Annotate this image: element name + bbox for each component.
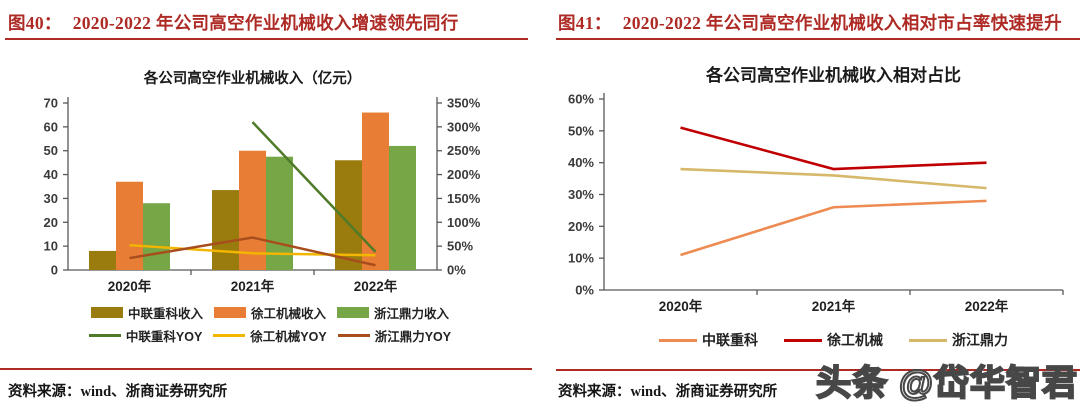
figure-40-caption: 图40： 2020-2022 年公司高空作业机械收入增速领先同行 xyxy=(8,10,459,35)
svg-text:0%: 0% xyxy=(447,263,466,278)
svg-text:70: 70 xyxy=(44,96,58,111)
dingli-revenue-swatch xyxy=(337,307,369,318)
zoomlion-line-swatch xyxy=(659,338,697,342)
chart-41-title: 各公司高空作业机械收入相对占比 xyxy=(706,66,961,85)
legend-item-zoomlion-revenue: 中联重科收入 xyxy=(90,303,203,322)
figure-40-caption-underline xyxy=(5,38,528,40)
svg-text:20%: 20% xyxy=(568,219,594,234)
line-中联重科 xyxy=(680,199,987,257)
zoomlion-revenue-swatch xyxy=(90,307,123,318)
line-徐工机械YOY xyxy=(129,243,376,257)
chart-40-title: 各公司高空作业机械收入（亿元） xyxy=(143,71,362,87)
figure-40-source: 资料来源：wind、浙商证券研究所 xyxy=(8,384,228,400)
svg-text:40%: 40% xyxy=(568,155,594,170)
svg-text:2022年: 2022年 xyxy=(354,278,398,294)
figure-41-source: 资料来源：wind、浙商证券研究所 xyxy=(558,384,778,400)
chart-40-legend-line-row: 中联重科YOY 徐工机械YOY 浙江鼎力YOY xyxy=(88,326,452,345)
svg-text:50: 50 xyxy=(44,143,58,158)
dingli-line-swatch xyxy=(909,338,947,342)
svg-text:0%: 0% xyxy=(575,283,594,298)
figure-41-panel: 图41： 2020-2022 年公司高空作业机械收入相对市占率快速提升 各公司高空… xyxy=(540,0,1080,410)
dingli-yoy-swatch xyxy=(337,334,370,337)
legend-item-dingli-yoy: 浙江鼎力YOY xyxy=(337,326,452,345)
svg-text:2022年: 2022年 xyxy=(965,298,1009,314)
bar-浙江鼎力收入-2020年 xyxy=(143,203,170,270)
bar-徐工机械收入-2022年 xyxy=(362,112,389,271)
svg-text:40: 40 xyxy=(44,167,58,182)
svg-text:30%: 30% xyxy=(568,187,594,202)
svg-text:100%: 100% xyxy=(447,215,481,230)
legend-item-xcmg-yoy: 徐工机械YOY xyxy=(213,326,327,345)
svg-text:350%: 350% xyxy=(447,96,481,111)
bar-徐工机械收入-2020年 xyxy=(116,181,143,270)
legend-label: 徐工机械收入 xyxy=(250,307,326,321)
figure-40-bottom-rule xyxy=(0,368,532,370)
xcmg-revenue-swatch xyxy=(213,307,246,318)
chart-40-legend: 中联重科收入 徐工机械收入 浙江鼎力收入 中联重科YOY 徐 xyxy=(0,303,540,345)
line-徐工机械 xyxy=(680,126,987,171)
svg-text:10: 10 xyxy=(44,239,58,254)
bar-浙江鼎力收入-2021年 xyxy=(266,156,293,270)
line-浙江鼎力YOY xyxy=(129,236,376,267)
svg-text:60%: 60% xyxy=(568,92,594,107)
svg-text:2020年: 2020年 xyxy=(659,298,703,314)
svg-text:2021年: 2021年 xyxy=(812,298,856,314)
svg-text:250%: 250% xyxy=(447,143,481,158)
bar-浙江鼎力收入-2022年 xyxy=(389,145,416,270)
figure-41-caption: 图41： 2020-2022 年公司高空作业机械收入相对市占率快速提升 xyxy=(558,10,1062,35)
svg-text:30: 30 xyxy=(44,191,58,206)
legend-label: 中联重科YOY xyxy=(125,330,203,344)
legend-label: 中联重科 xyxy=(702,332,758,348)
bar-中联重科收入-2020年 xyxy=(89,250,116,270)
figure-41-caption-underline xyxy=(556,38,1080,40)
legend-item-dingli: 浙江鼎力 xyxy=(909,330,1008,350)
chart-41-legend: 中联重科 徐工机械 浙江鼎力 xyxy=(587,330,1080,350)
figure-41-caption-text: 2020-2022 年公司高空作业机械收入相对市占率快速提升 xyxy=(622,13,1062,33)
legend-item-zoomlion-yoy: 中联重科YOY xyxy=(88,326,203,345)
xcmg-line-swatch xyxy=(784,338,822,342)
svg-text:150%: 150% xyxy=(447,191,481,206)
svg-text:60: 60 xyxy=(44,119,58,134)
legend-label: 浙江鼎力 xyxy=(952,332,1008,348)
chart-41-legend-row: 中联重科 徐工机械 浙江鼎力 xyxy=(659,330,1008,350)
revenue-combo-chart: 0 10 20 30 40 50 60 70 0% 50% 100% 150% 200% 250% 300%… xyxy=(44,96,481,295)
zoomlion-yoy-swatch xyxy=(88,334,121,337)
figure-41-bottom-rule xyxy=(556,369,1080,371)
legend-label: 浙江鼎力收入 xyxy=(374,307,450,321)
svg-text:0: 0 xyxy=(51,263,58,278)
chart-40-legend-bar-row: 中联重科收入 徐工机械收入 浙江鼎力收入 xyxy=(90,303,449,322)
legend-item-xcmg-revenue: 徐工机械收入 xyxy=(213,303,326,322)
figure-40-caption-number: 图40： xyxy=(8,13,62,33)
figure-40-panel: 图40： 2020-2022 年公司高空作业机械收入增速领先同行 各公司高空作业机… xyxy=(0,10,540,400)
svg-text:10%: 10% xyxy=(568,251,594,266)
svg-text:200%: 200% xyxy=(447,167,481,182)
legend-item-xcmg: 徐工机械 xyxy=(784,330,883,350)
legend-item-zoomlion: 中联重科 xyxy=(659,330,758,350)
line-浙江鼎力 xyxy=(680,167,987,190)
svg-text:50%: 50% xyxy=(568,123,594,138)
figure-40-caption-text: 2020-2022 年公司高空作业机械收入增速领先同行 xyxy=(72,13,459,33)
svg-text:50%: 50% xyxy=(447,239,473,254)
legend-label: 徐工机械 xyxy=(827,332,883,348)
legend-label: 徐工机械YOY xyxy=(250,330,327,344)
svg-text:2021年: 2021年 xyxy=(231,278,275,294)
svg-text:2020年: 2020年 xyxy=(108,278,152,294)
svg-text:20: 20 xyxy=(44,215,58,230)
bar-徐工机械收入-2021年 xyxy=(239,150,266,270)
bar-中联重科收入-2022年 xyxy=(335,160,362,270)
bar-中联重科收入-2021年 xyxy=(212,190,239,270)
legend-label: 中联重科收入 xyxy=(127,307,203,321)
toutiao-watermark: 头条 @岱华智君 xyxy=(815,363,1078,404)
legend-label: 浙江鼎力YOY xyxy=(374,330,452,344)
figure-41-caption-number: 图41： xyxy=(558,13,612,33)
legend-item-dingli-revenue: 浙江鼎力收入 xyxy=(337,303,449,322)
svg-text:300%: 300% xyxy=(447,119,481,134)
xcmg-yoy-swatch xyxy=(213,334,246,337)
line-中联重科YOY xyxy=(251,121,377,253)
